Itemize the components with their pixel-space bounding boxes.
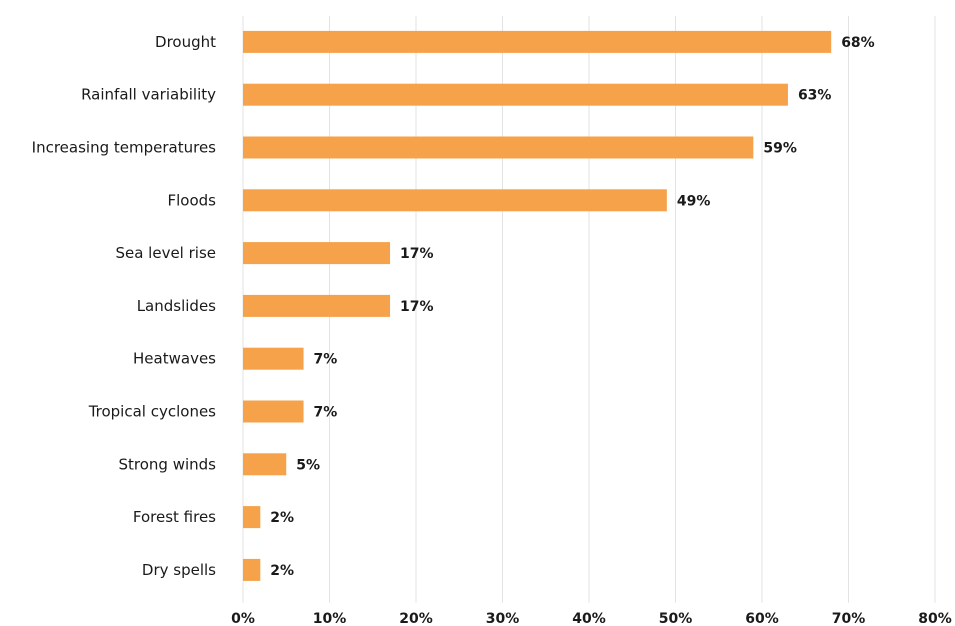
gridlines — [242, 16, 936, 603]
category-label: Dry spells — [142, 561, 216, 579]
data-label: 7% — [314, 405, 338, 421]
category-label: Forest fires — [133, 508, 216, 526]
category-label: Sea level rise — [115, 244, 216, 262]
x-tick-label: 0% — [231, 611, 255, 626]
data-label: 17% — [400, 246, 434, 262]
x-tick-label: 10% — [313, 611, 347, 626]
data-label: 63% — [798, 88, 832, 104]
data-label: 7% — [314, 352, 338, 368]
bar — [243, 189, 667, 212]
x-tick-label: 30% — [486, 611, 520, 626]
data-label: 2% — [270, 563, 294, 579]
data-label: 59% — [763, 141, 797, 157]
bar — [243, 506, 261, 529]
bar — [243, 347, 304, 370]
category-label: Rainfall variability — [81, 86, 216, 104]
data-label: 5% — [296, 457, 320, 473]
data-label: 17% — [400, 299, 434, 315]
bar — [243, 242, 391, 265]
category-label: Increasing temperatures — [32, 139, 216, 157]
category-label: Landslides — [137, 297, 216, 315]
x-tick-label: 40% — [572, 611, 606, 626]
data-labels: 68% 63% 59% 49% 17% 17% 7% 7% 5% 2% 2% — [270, 35, 874, 579]
bar — [243, 83, 788, 106]
data-label: 68% — [841, 35, 875, 51]
data-label: 2% — [270, 510, 294, 526]
x-tick-label: 20% — [399, 611, 433, 626]
x-tick-label: 70% — [832, 611, 866, 626]
x-tick-label: 80% — [918, 611, 952, 626]
data-label: 49% — [677, 193, 711, 209]
x-axis-tick-labels: 0% 10% 20% 30% 40% 50% 60% 70% 80% — [231, 611, 952, 626]
bar — [243, 400, 304, 423]
x-tick-label: 60% — [745, 611, 779, 626]
bars — [243, 30, 832, 581]
category-labels: Drought Rainfall variability Increasing te… — [32, 33, 217, 579]
x-tick-label: 50% — [659, 611, 693, 626]
category-label: Heatwaves — [133, 350, 216, 368]
bar — [243, 558, 261, 581]
bar — [243, 294, 391, 317]
category-label: Strong winds — [119, 455, 217, 473]
bar — [243, 453, 287, 476]
category-label: Tropical cyclones — [88, 403, 216, 421]
category-label: Floods — [168, 191, 217, 209]
bar — [243, 136, 754, 159]
bar — [243, 30, 832, 53]
category-label: Drought — [155, 33, 216, 51]
